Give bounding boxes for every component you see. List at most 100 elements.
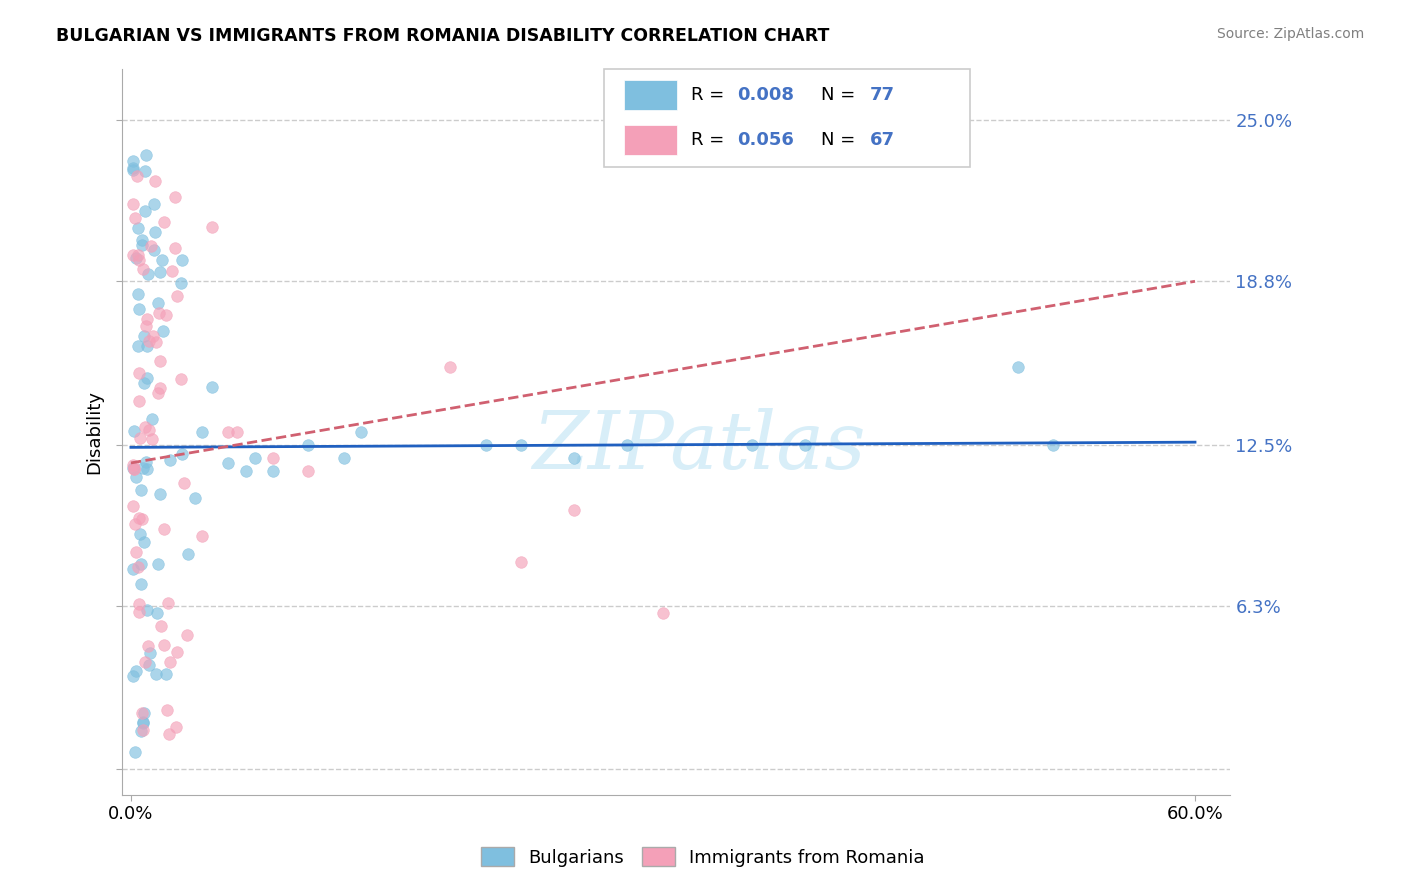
- Point: [170, 372, 193, 386]
- Point: [149, 381, 172, 395]
- Point: [128, 302, 150, 317]
- Point: [125, 169, 148, 183]
- Point: [122, 462, 145, 476]
- Point: [134, 655, 156, 669]
- Point: [191, 528, 214, 542]
- Point: [150, 252, 173, 267]
- Point: [129, 557, 152, 571]
- Point: [1042, 438, 1064, 452]
- Point: [124, 211, 146, 225]
- Point: [129, 723, 152, 738]
- Text: N =: N =: [821, 86, 862, 104]
- Point: [474, 438, 496, 452]
- Point: [148, 305, 170, 319]
- Point: [128, 597, 150, 611]
- Point: [148, 557, 170, 571]
- Point: [134, 203, 156, 218]
- Point: [332, 450, 354, 465]
- Point: [138, 423, 160, 437]
- Point: [132, 706, 155, 720]
- Point: [226, 425, 249, 439]
- Point: [129, 577, 152, 591]
- Text: 0.056: 0.056: [737, 131, 794, 149]
- Point: [152, 324, 174, 338]
- Point: [125, 470, 148, 484]
- Point: [132, 716, 155, 731]
- Text: 77: 77: [870, 86, 896, 104]
- Point: [183, 491, 205, 505]
- Point: [793, 438, 815, 452]
- Point: [153, 215, 176, 229]
- Point: [131, 233, 153, 247]
- Point: [125, 664, 148, 678]
- Point: [163, 241, 186, 255]
- Point: [127, 220, 149, 235]
- Point: [176, 628, 198, 642]
- Point: [131, 237, 153, 252]
- Point: [132, 262, 155, 277]
- Point: [217, 425, 239, 439]
- Point: [152, 638, 174, 652]
- Point: [136, 639, 159, 653]
- Point: [127, 248, 149, 262]
- Point: [201, 219, 224, 234]
- Text: N =: N =: [821, 131, 862, 149]
- Point: [143, 174, 166, 188]
- Point: [157, 727, 180, 741]
- Point: [170, 253, 193, 268]
- Point: [156, 703, 179, 717]
- Point: [149, 487, 172, 501]
- Point: [128, 511, 150, 525]
- Point: [138, 334, 160, 348]
- Point: [166, 289, 188, 303]
- Point: [165, 720, 187, 734]
- Text: 67: 67: [870, 131, 896, 149]
- Point: [145, 666, 167, 681]
- Point: [132, 376, 155, 390]
- Point: [128, 366, 150, 380]
- Point: [135, 462, 157, 476]
- Point: [125, 251, 148, 265]
- Point: [235, 464, 257, 478]
- Point: [156, 596, 179, 610]
- Text: BULGARIAN VS IMMIGRANTS FROM ROMANIA DISABILITY CORRELATION CHART: BULGARIAN VS IMMIGRANTS FROM ROMANIA DIS…: [56, 27, 830, 45]
- Point: [149, 354, 172, 368]
- Point: [741, 438, 763, 452]
- Point: [122, 669, 145, 683]
- Point: [297, 464, 319, 478]
- Point: [128, 393, 150, 408]
- Point: [121, 248, 143, 262]
- FancyBboxPatch shape: [605, 69, 970, 167]
- Point: [217, 456, 239, 470]
- Point: [125, 545, 148, 559]
- Point: [510, 555, 533, 569]
- Point: [143, 196, 166, 211]
- Point: [135, 338, 157, 352]
- Point: [127, 287, 149, 301]
- Text: R =: R =: [690, 86, 730, 104]
- Point: [136, 603, 159, 617]
- Point: [124, 461, 146, 475]
- Point: [138, 657, 160, 672]
- Point: [297, 438, 319, 452]
- Point: [262, 464, 284, 478]
- Point: [141, 412, 163, 426]
- Point: [121, 458, 143, 472]
- Point: [128, 252, 150, 267]
- Point: [131, 706, 153, 720]
- Point: [142, 243, 165, 257]
- Point: [165, 190, 187, 204]
- Point: [124, 745, 146, 759]
- Point: [129, 526, 152, 541]
- Point: [159, 655, 181, 669]
- Point: [134, 419, 156, 434]
- Text: 0.008: 0.008: [737, 86, 794, 104]
- Point: [146, 295, 169, 310]
- Point: [135, 455, 157, 469]
- Point: [132, 535, 155, 549]
- Point: [129, 483, 152, 497]
- Point: [127, 560, 149, 574]
- Point: [143, 225, 166, 239]
- Point: [124, 516, 146, 531]
- Point: [1007, 359, 1029, 374]
